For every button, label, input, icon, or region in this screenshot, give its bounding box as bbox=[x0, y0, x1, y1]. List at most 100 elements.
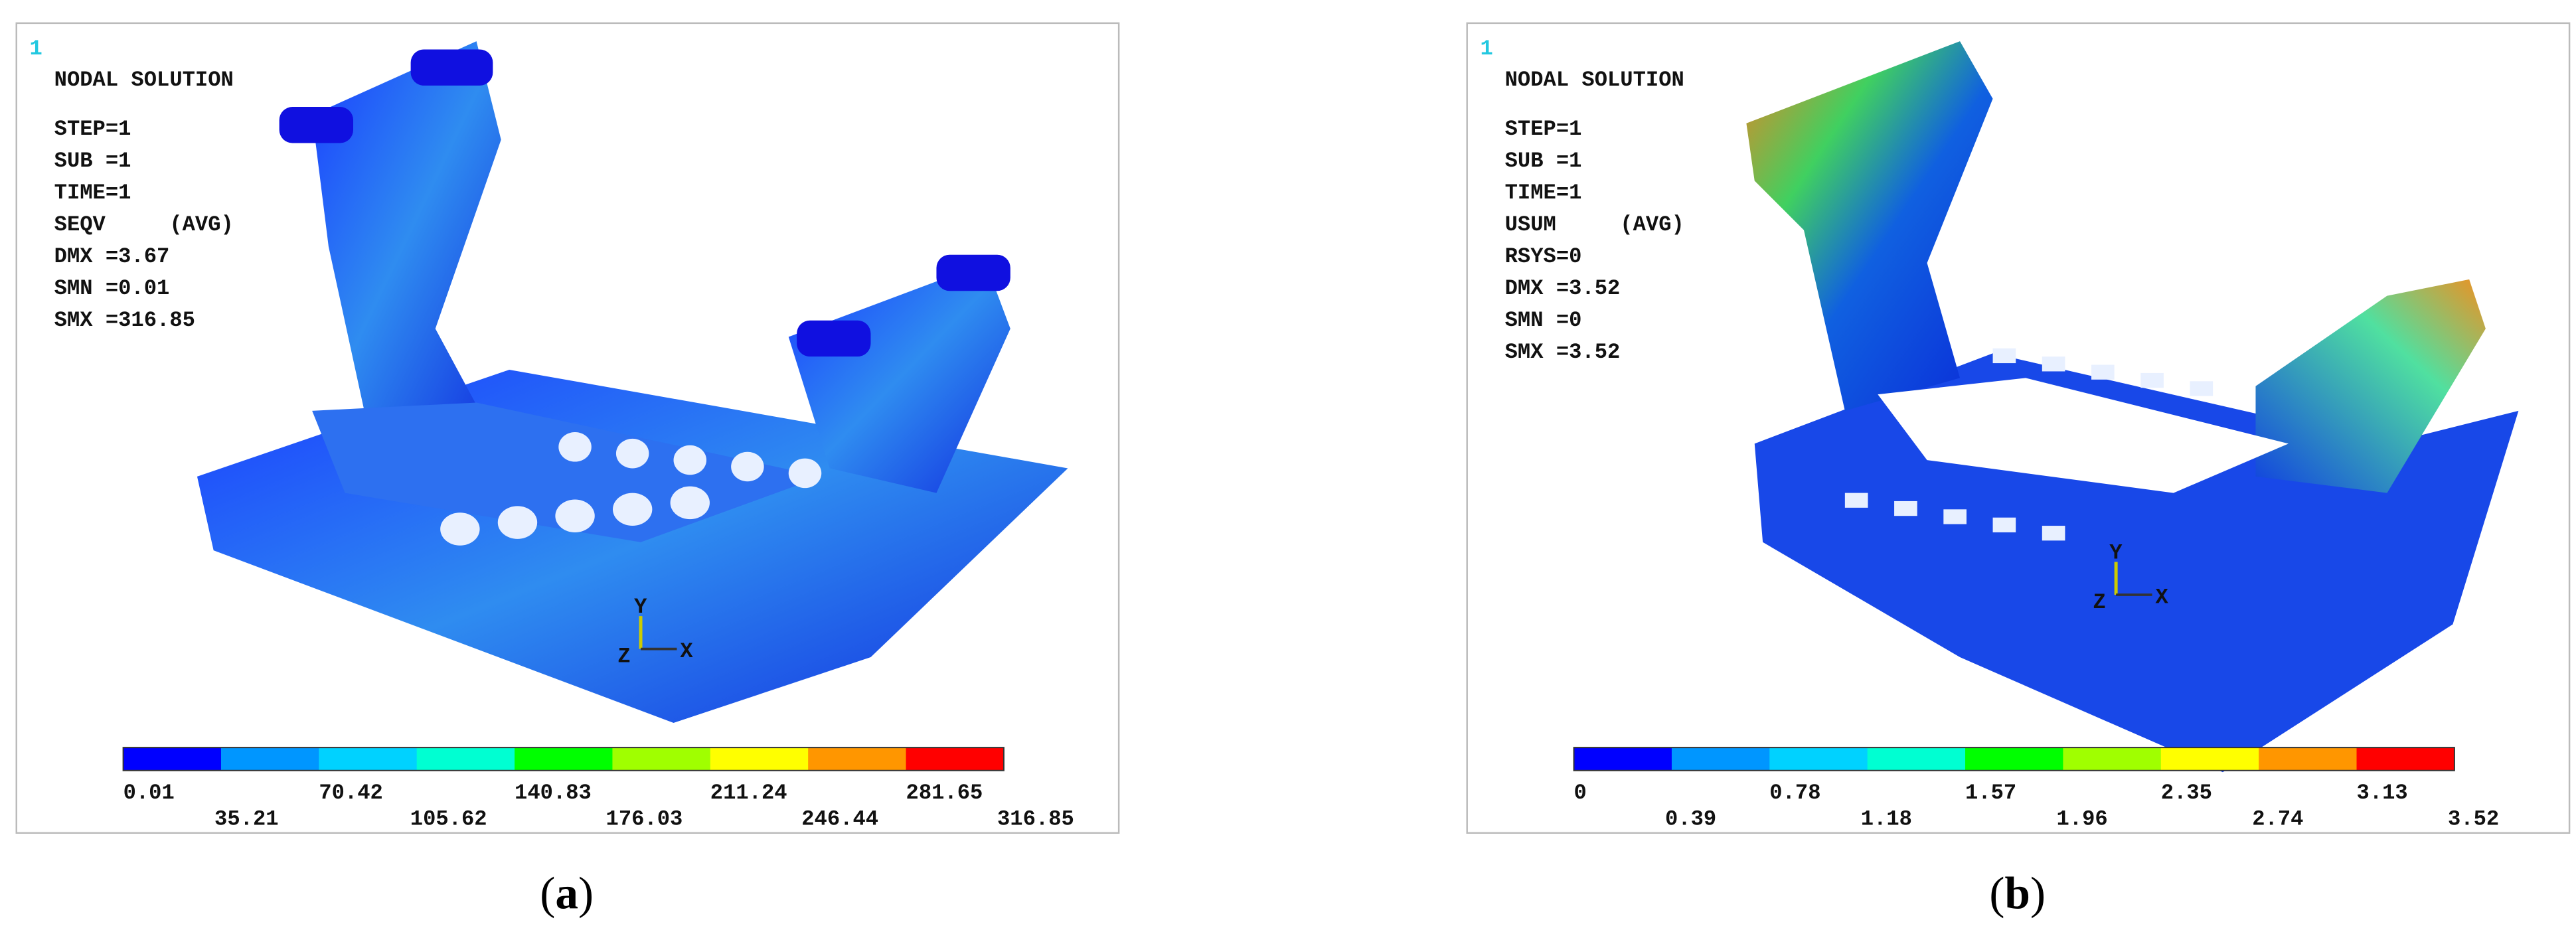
solution-info: SUB =1 bbox=[1505, 149, 1582, 173]
legend-label: 1.18 bbox=[1861, 807, 1912, 831]
legend-label: 3.52 bbox=[2448, 807, 2499, 831]
legend-swatch bbox=[2259, 747, 2358, 771]
panel: 1 NODAL SOLUTION STEP=1 SUB =1 TIME=1 SEQV (A… bbox=[15, 22, 1120, 919]
model-hole bbox=[2091, 364, 2115, 380]
solution-info: USUM (AVG) bbox=[1505, 212, 1684, 237]
caption-part: ( bbox=[540, 868, 555, 919]
model-hole bbox=[558, 432, 592, 462]
model-hole bbox=[2042, 356, 2065, 372]
caption: (b) bbox=[1989, 868, 2046, 919]
model-hole bbox=[497, 506, 538, 539]
legend-swatch bbox=[1671, 747, 1771, 771]
legend-label: 3.13 bbox=[2357, 781, 2408, 805]
legend-swatch bbox=[612, 747, 711, 771]
caption-part: ) bbox=[578, 868, 594, 919]
model-hole bbox=[788, 458, 822, 489]
legend-label: 35.21 bbox=[214, 807, 279, 831]
legend-swatch bbox=[808, 747, 907, 771]
legend-swatch bbox=[1769, 747, 1868, 771]
legend-label: 70.42 bbox=[319, 781, 383, 805]
legend-label: 0.01 bbox=[123, 781, 175, 805]
legend-swatch bbox=[2160, 747, 2259, 771]
caption-part: b bbox=[2004, 868, 2030, 919]
axis-label: X bbox=[680, 639, 693, 664]
solution-info: DMX =3.52 bbox=[1505, 276, 1621, 301]
model-part bbox=[2255, 279, 2486, 493]
model-part bbox=[279, 107, 354, 143]
fea-model bbox=[1746, 41, 2519, 773]
model-hole bbox=[615, 438, 649, 469]
solution-info: SUB =1 bbox=[54, 149, 131, 173]
model-part bbox=[797, 320, 871, 357]
model-part bbox=[1878, 378, 2289, 493]
legend-label: 316.85 bbox=[997, 807, 1074, 831]
legend-swatch bbox=[906, 747, 1005, 771]
legend-label: 140.83 bbox=[515, 781, 592, 805]
solution-info: SMN =0 bbox=[1505, 308, 1582, 333]
model-hole bbox=[555, 499, 595, 532]
solution-info: DMX =3.67 bbox=[54, 244, 170, 269]
caption-part: ) bbox=[2030, 868, 2046, 919]
model-hole bbox=[1894, 501, 1917, 516]
fea-model bbox=[197, 41, 1068, 723]
model-hole bbox=[612, 493, 653, 526]
legend-swatch bbox=[416, 747, 515, 771]
legend-label: 2.74 bbox=[2252, 807, 2303, 831]
window-index: 1 bbox=[30, 37, 42, 61]
model-hole bbox=[1992, 348, 2016, 364]
model-hole bbox=[1992, 517, 2016, 532]
legend-label: 211.24 bbox=[710, 781, 787, 805]
model-part bbox=[312, 41, 501, 435]
legend-label: 1.57 bbox=[1965, 781, 2016, 805]
model-part bbox=[410, 49, 493, 86]
axis-label: Z bbox=[617, 644, 630, 668]
solution-info: STEP=1 bbox=[1505, 117, 1582, 141]
legend-swatch bbox=[515, 747, 613, 771]
legend-swatch bbox=[123, 747, 222, 771]
panel: 1 NODAL SOLUTION STEP=1 SUB =1 TIME=1 USUM (A… bbox=[1466, 22, 2571, 919]
model-hole bbox=[670, 486, 710, 520]
legend-swatch bbox=[1965, 747, 2064, 771]
model-part bbox=[1746, 41, 1993, 411]
caption: (a) bbox=[540, 868, 594, 919]
legend-label: 246.44 bbox=[801, 807, 878, 831]
solution-info: NODAL SOLUTION bbox=[1505, 68, 1684, 92]
model-hole bbox=[1943, 509, 1967, 524]
legend-swatch bbox=[1573, 747, 1672, 771]
legend-swatch bbox=[2063, 747, 2162, 771]
legend-label: 2.35 bbox=[2161, 781, 2212, 805]
legend-label: 281.65 bbox=[906, 781, 983, 805]
legend-label: 0 bbox=[1574, 781, 1587, 805]
legend-swatch bbox=[710, 747, 809, 771]
model-hole bbox=[731, 451, 764, 482]
legend-swatch bbox=[2356, 747, 2455, 771]
solution-info: TIME=1 bbox=[1505, 181, 1582, 205]
solution-info: STEP=1 bbox=[54, 117, 131, 141]
axis-label: X bbox=[2156, 585, 2169, 609]
model-hole bbox=[673, 445, 707, 475]
legend-label: 1.96 bbox=[2057, 807, 2108, 831]
model-hole bbox=[2140, 372, 2164, 388]
axis-label: Y bbox=[634, 595, 647, 619]
model-hole bbox=[2190, 381, 2214, 396]
model-hole bbox=[1844, 493, 1868, 508]
solution-info: SMX =316.85 bbox=[54, 308, 195, 333]
axis-label: Y bbox=[2109, 541, 2123, 566]
caption-part: a bbox=[555, 868, 578, 919]
caption-part: ( bbox=[1989, 868, 2004, 919]
legend-border bbox=[122, 747, 1005, 771]
solution-info: TIME=1 bbox=[54, 181, 131, 205]
legend-label: 105.62 bbox=[410, 807, 487, 831]
legend-label: 0.39 bbox=[1665, 807, 1716, 831]
legend-label: 0.78 bbox=[1769, 781, 1820, 805]
legend-swatch bbox=[220, 747, 320, 771]
model-hole bbox=[440, 512, 480, 546]
solution-info: NODAL SOLUTION bbox=[54, 68, 234, 92]
model-hole bbox=[2042, 526, 2065, 541]
legend-label: 176.03 bbox=[606, 807, 683, 831]
solution-info: RSYS=0 bbox=[1505, 244, 1582, 269]
solution-info: SMN =0.01 bbox=[54, 276, 170, 301]
window-index: 1 bbox=[1481, 37, 1493, 61]
solution-info: SMX =3.52 bbox=[1505, 340, 1621, 364]
